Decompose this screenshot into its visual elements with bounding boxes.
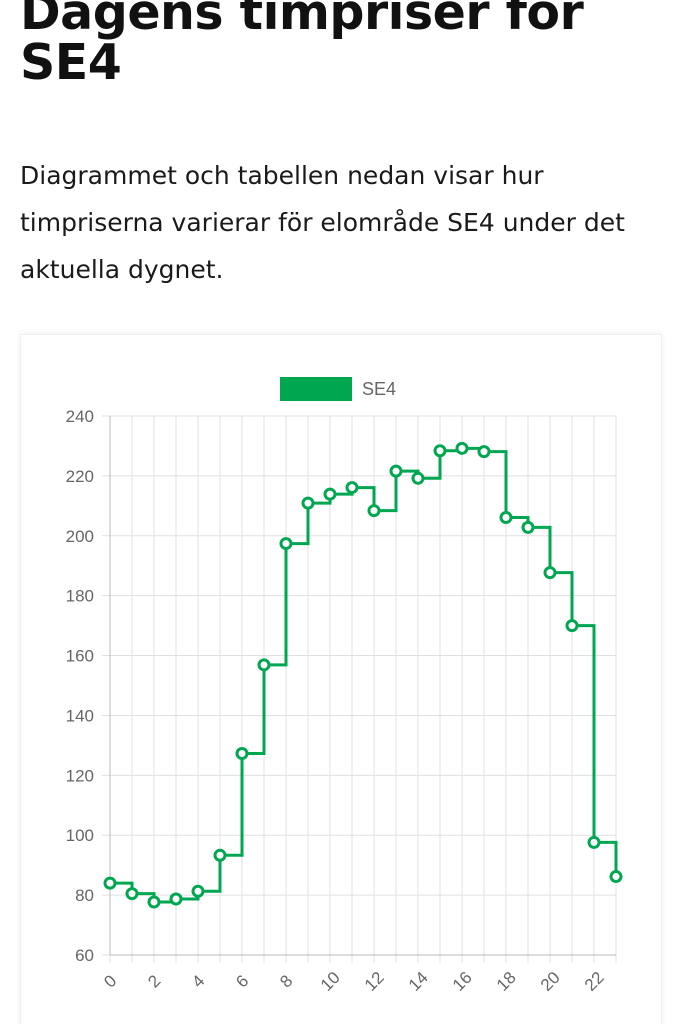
series-line-se4 xyxy=(110,446,618,904)
data-point xyxy=(191,884,205,898)
data-point xyxy=(477,445,491,459)
x-tick-label: 16 xyxy=(449,968,476,995)
x-tick-label: 2 xyxy=(144,971,164,991)
x-tick-label: 12 xyxy=(361,968,388,995)
data-point xyxy=(323,487,337,501)
data-point xyxy=(345,481,359,495)
legend-swatch xyxy=(280,377,352,401)
x-tick-label: 0 xyxy=(100,971,120,991)
data-point xyxy=(125,887,139,901)
data-point xyxy=(103,876,117,890)
data-point xyxy=(235,746,249,760)
data-point xyxy=(609,870,623,884)
data-point xyxy=(499,511,513,525)
x-tick-label: 4 xyxy=(188,971,208,991)
data-point xyxy=(279,537,293,551)
data-point xyxy=(257,658,271,672)
data-point xyxy=(389,464,403,478)
data-point xyxy=(367,504,381,518)
x-tick-label: 18 xyxy=(493,968,520,995)
y-tick-label: 200 xyxy=(66,527,94,546)
y-tick-label: 140 xyxy=(66,706,94,725)
y-tick-label: 120 xyxy=(66,766,94,785)
data-point xyxy=(147,895,161,909)
page-title: Dagens timpriser för SE4 xyxy=(20,0,584,91)
data-point xyxy=(587,835,601,849)
y-tick-label: 220 xyxy=(66,467,94,486)
data-point xyxy=(433,444,447,458)
y-tick-label: 180 xyxy=(66,587,94,606)
y-tick-label: 160 xyxy=(66,647,94,666)
x-tick-label: 10 xyxy=(317,968,344,995)
intro-paragraph: Diagrammet och tabellen nedan visar hur … xyxy=(20,161,625,284)
data-point xyxy=(213,848,227,862)
data-point xyxy=(543,566,557,580)
legend-label: SE4 xyxy=(362,379,396,399)
data-point xyxy=(169,892,183,906)
data-point xyxy=(455,441,469,455)
y-tick-label: 100 xyxy=(66,826,94,845)
data-point xyxy=(301,496,315,510)
x-tick-label: 22 xyxy=(581,968,608,995)
x-tick-label: 20 xyxy=(537,968,564,995)
x-tick-label: 6 xyxy=(232,971,252,991)
data-point xyxy=(411,471,425,485)
x-tick-label: 14 xyxy=(405,968,432,995)
x-tick-label: 8 xyxy=(276,971,296,991)
chart-card xyxy=(20,334,662,1024)
data-point xyxy=(521,520,535,534)
y-tick-label: 60 xyxy=(75,946,94,965)
data-point xyxy=(565,619,579,633)
y-tick-label: 240 xyxy=(66,407,94,426)
y-tick-label: 80 xyxy=(75,886,94,905)
